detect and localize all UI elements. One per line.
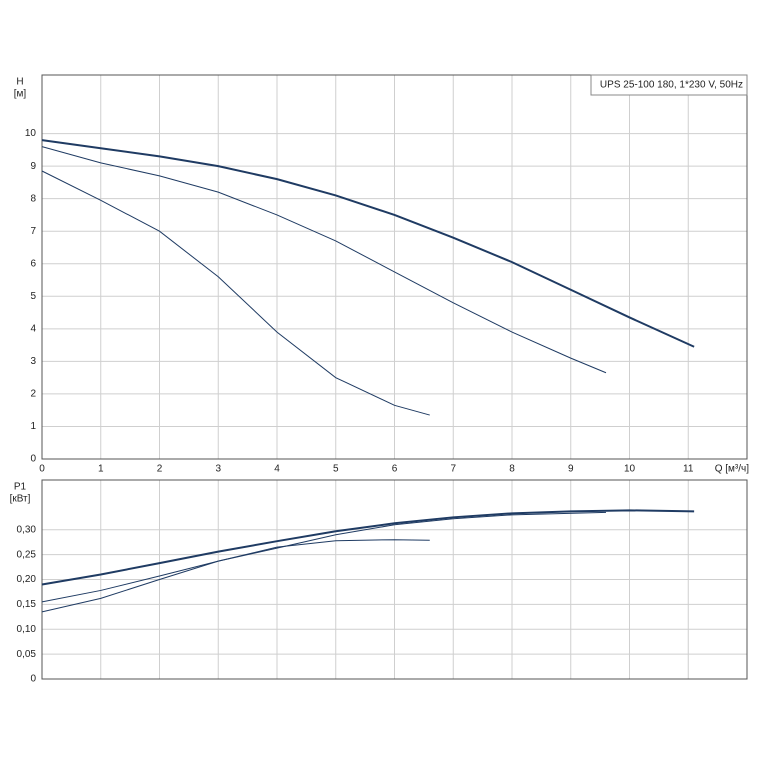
y-tick-label: 4: [30, 323, 36, 334]
x-tick-label: 8: [509, 464, 515, 475]
x-tick-label: 4: [274, 464, 280, 475]
x-tick-label: 3: [215, 464, 221, 475]
y-tick-label: 5: [30, 291, 36, 302]
y-tick-label: 6: [30, 258, 36, 269]
x-axis-label: Q [м³/ч]: [715, 464, 750, 475]
curve: [41, 509, 695, 586]
x-tick-label: 0: [39, 464, 45, 475]
y-axis-label: P1: [14, 482, 27, 493]
plot-frame: [41, 74, 748, 460]
y-tick-label: 1: [30, 421, 36, 432]
y-tick-label: 2: [30, 389, 36, 400]
y-tick-label: 0,20: [17, 574, 37, 585]
curve: [41, 139, 695, 348]
curve: [41, 539, 430, 613]
y-tick-label: 0,25: [17, 549, 37, 560]
plot-frame: [41, 479, 748, 680]
x-tick-label: 9: [568, 464, 574, 475]
y-tick-label: 9: [30, 161, 36, 172]
x-tick-label: 6: [392, 464, 398, 475]
y-axis-unit: [кВт]: [10, 494, 31, 505]
y-axis-label: H: [16, 77, 23, 88]
y-tick-label: 0,05: [17, 649, 37, 660]
curve: [41, 146, 607, 374]
y-tick-label: 7: [30, 226, 36, 237]
legend-text: UPS 25-100 180, 1*230 V, 50Hz: [600, 80, 743, 91]
y-tick-label: 0,30: [17, 524, 37, 535]
y-axis-unit: [м]: [14, 89, 27, 100]
x-tick-label: 7: [450, 464, 456, 475]
curve: [41, 511, 607, 603]
x-tick-label: 1: [98, 464, 104, 475]
x-tick-label: 10: [624, 464, 636, 475]
x-tick-label: 2: [157, 464, 163, 475]
y-tick-label: 0,15: [17, 599, 37, 610]
y-tick-label: 0,10: [17, 624, 37, 635]
legend-box: [590, 74, 748, 96]
x-tick-label: 11: [683, 464, 694, 475]
x-tick-label: 5: [333, 464, 339, 475]
y-tick-label: 8: [30, 193, 36, 204]
y-tick-label: 10: [25, 128, 37, 139]
y-tick-label: 3: [30, 356, 36, 367]
y-tick-label: 0: [30, 674, 36, 685]
curve: [41, 170, 430, 416]
y-tick-label: 0: [30, 454, 36, 465]
